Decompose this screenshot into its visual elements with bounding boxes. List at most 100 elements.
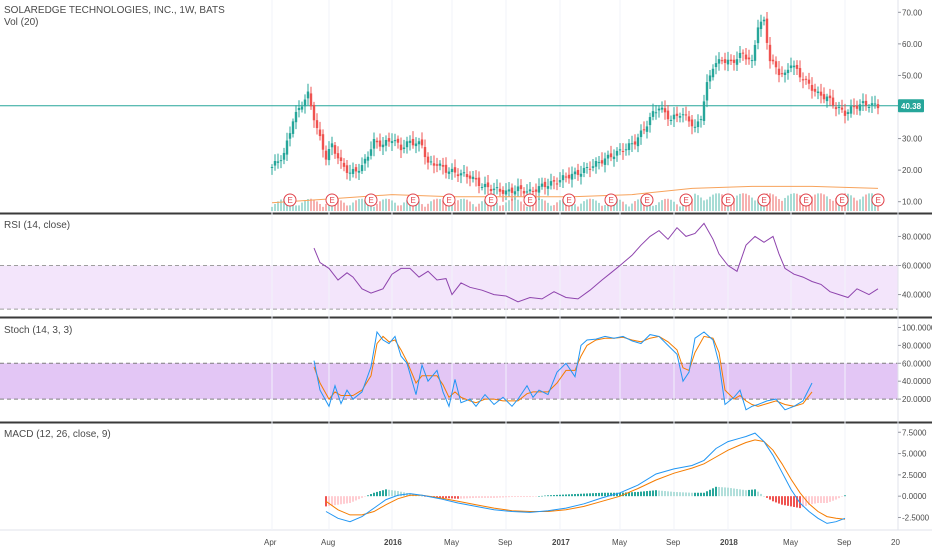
candle-body[interactable] [849,106,853,114]
candle-body[interactable] [738,52,742,59]
candle-body[interactable] [570,173,574,180]
candle-body[interactable] [546,186,550,189]
candle-body[interactable] [822,94,826,100]
candle-body[interactable] [585,167,589,169]
candle-body[interactable] [792,65,796,68]
candle-body[interactable] [477,177,481,187]
candle-body[interactable] [384,139,388,146]
candle-body[interactable] [318,129,322,137]
candle-body[interactable] [402,147,406,149]
candle-body[interactable] [711,68,715,78]
candle-body[interactable] [375,140,379,143]
candle-body[interactable] [588,168,592,170]
candle-body[interactable] [504,190,508,195]
candle-body[interactable] [642,129,646,131]
macd-line[interactable] [325,432,846,524]
candle-body[interactable] [786,69,790,74]
candle-body[interactable] [564,176,568,178]
candle-body[interactable] [324,150,328,160]
candle-body[interactable] [498,188,502,192]
earnings-marker[interactable]: E [871,193,885,207]
candle-body[interactable] [300,106,304,110]
candle-body[interactable] [693,126,697,128]
candle-body[interactable] [606,154,610,159]
candle-body[interactable] [579,173,583,177]
candle-body[interactable] [798,68,802,78]
candle-body[interactable] [864,100,868,106]
candle-body[interactable] [645,126,649,132]
candle-body[interactable] [327,148,331,161]
candle-body[interactable] [591,166,595,168]
candle-body[interactable] [420,139,424,146]
candle-body[interactable] [306,91,310,99]
candle-body[interactable] [813,88,817,92]
candle-body[interactable] [432,163,436,166]
candle-body[interactable] [282,152,286,160]
candle-body[interactable] [807,79,811,84]
candle-body[interactable] [273,160,277,166]
candle-body[interactable] [390,141,394,144]
candle-body[interactable] [666,110,670,120]
candle-body[interactable] [549,181,553,186]
candle-body[interactable] [474,177,478,180]
candle-body[interactable] [735,59,739,65]
candle-body[interactable] [717,59,721,64]
candle-body[interactable] [345,165,349,173]
candle-body[interactable] [597,162,601,164]
candle-body[interactable] [363,158,367,164]
candle-body[interactable] [870,103,874,106]
candle-body[interactable] [651,111,655,117]
candle-body[interactable] [513,191,517,195]
candle-body[interactable] [831,97,835,106]
candle-body[interactable] [423,147,427,158]
candle-body[interactable] [567,174,571,179]
candle-body[interactable] [801,79,805,81]
candle-body[interactable] [552,180,556,182]
candle-body[interactable] [675,113,679,116]
candle-body[interactable] [840,107,844,110]
candle-body[interactable] [819,91,823,96]
candle-body[interactable] [876,104,880,109]
candle-body[interactable] [690,119,694,127]
earnings-marker[interactable]: E [679,193,693,207]
earnings-marker[interactable]: E [562,193,576,207]
candle-body[interactable] [519,185,523,190]
candle-body[interactable] [828,95,832,99]
candle-body[interactable] [729,59,733,62]
candle-body[interactable] [303,99,307,107]
candle-body[interactable] [636,137,640,147]
earnings-marker[interactable]: E [283,193,297,207]
candle-body[interactable] [270,166,274,168]
candle-body[interactable] [861,101,865,104]
candle-body[interactable] [372,139,376,149]
candle-body[interactable] [435,164,439,166]
candle-body[interactable] [522,190,526,194]
candle-body[interactable] [576,169,580,175]
rsi-line[interactable] [313,222,879,303]
candle-body[interactable] [429,161,433,163]
candle-body[interactable] [453,167,457,173]
earnings-marker[interactable]: E [604,193,618,207]
stoch-k-line[interactable] [313,330,813,411]
candle-body[interactable] [777,68,781,76]
candle-body[interactable] [705,82,709,101]
candle-body[interactable] [681,114,685,116]
candle-body[interactable] [438,163,442,166]
candle-body[interactable] [825,96,829,102]
candle-body[interactable] [795,64,799,69]
candle-body[interactable] [618,149,622,151]
candle-body[interactable] [342,162,346,167]
candle-body[interactable] [399,144,403,151]
candle-body[interactable] [723,59,727,63]
candle-body[interactable] [663,108,667,113]
candle-body[interactable] [594,161,598,167]
candle-body[interactable] [465,174,469,178]
candle-body[interactable] [537,186,541,193]
candle-body[interactable] [600,160,604,164]
earnings-marker[interactable]: E [484,193,498,207]
candle-body[interactable] [780,73,784,75]
candle-body[interactable] [558,180,562,183]
earnings-marker[interactable]: E [835,193,849,207]
candle-body[interactable] [759,21,763,30]
